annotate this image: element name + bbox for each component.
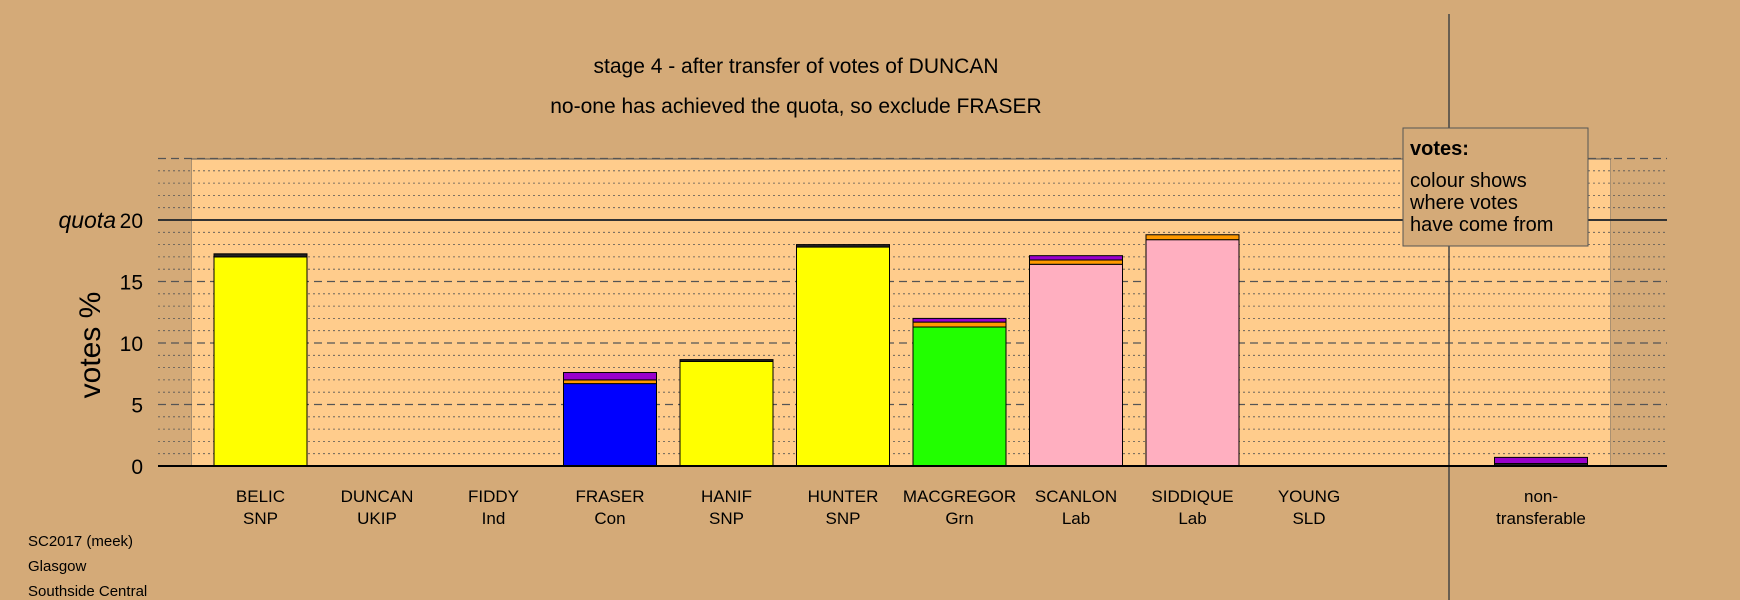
bar-segment-fraser bbox=[563, 383, 657, 467]
bar-segment-scanlon bbox=[1029, 255, 1123, 261]
bar-segment-fraser bbox=[563, 379, 657, 385]
plot-area bbox=[190, 158, 1612, 467]
category-party: Ind bbox=[482, 509, 506, 528]
chart-subtitle: no-one has achieved the quota, so exclud… bbox=[550, 95, 1041, 118]
bar-segment-belic bbox=[213, 256, 308, 467]
category-party: SNP bbox=[826, 509, 861, 528]
chart-title: stage 4 - after transfer of votes of DUN… bbox=[594, 55, 999, 78]
legend: votes: colour shows where votes have com… bbox=[1402, 127, 1589, 247]
bar-segment-macgregor bbox=[912, 326, 1007, 467]
category-name: HANIF bbox=[701, 487, 752, 506]
bar-segment-hunter bbox=[796, 246, 890, 467]
plot-right-margin bbox=[1611, 159, 1667, 466]
footer-election: SC2017 (meek) bbox=[28, 533, 133, 550]
bar-segment-siddique bbox=[1145, 234, 1240, 241]
bar-segment-hanif bbox=[679, 360, 774, 467]
bar-segment-belic bbox=[213, 253, 308, 258]
category-party: SNP bbox=[709, 509, 744, 528]
category-name: FIDDY bbox=[468, 487, 519, 506]
nontransferable-label: non- bbox=[1524, 487, 1558, 506]
category-party: Lab bbox=[1062, 509, 1090, 528]
bar-segment-scanlon bbox=[1029, 263, 1123, 467]
legend-line-1: colour shows bbox=[1410, 170, 1527, 192]
legend-line-2: where votes bbox=[1409, 192, 1518, 214]
category-party: SNP bbox=[243, 509, 278, 528]
footer-council: Glasgow bbox=[28, 558, 87, 575]
category-party: SLD bbox=[1292, 509, 1325, 528]
y-tick-label: 0 bbox=[131, 456, 143, 479]
category-name: SIDDIQUE bbox=[1151, 487, 1233, 506]
y-axis-label: votes % bbox=[74, 292, 107, 399]
footer-ward: Southside Central bbox=[28, 583, 147, 600]
legend-heading: votes: bbox=[1410, 138, 1469, 160]
bar-segment-macgregor bbox=[912, 321, 1007, 328]
category-name: SCANLON bbox=[1035, 487, 1117, 506]
y-axis-ticks: 0 5 10 15 20 bbox=[120, 210, 143, 479]
bar-segment-hanif bbox=[679, 359, 774, 362]
bar-segment-scanlon bbox=[1029, 259, 1123, 265]
category-labels: BELIC SNP DUNCAN UKIP FIDDY Ind FRASER Con HANIF… bbox=[236, 487, 1586, 528]
y-tick-label: 5 bbox=[131, 395, 143, 418]
y-tick-label: 20 bbox=[120, 210, 143, 233]
bar-segment-siddique bbox=[1145, 239, 1240, 467]
category-name: HUNTER bbox=[808, 487, 879, 506]
category-name: MACGREGOR bbox=[903, 487, 1016, 506]
bars-group bbox=[213, 234, 1588, 467]
quota-label: quota bbox=[58, 207, 116, 233]
category-name: BELIC bbox=[236, 487, 285, 506]
category-party: UKIP bbox=[357, 509, 397, 528]
bar-segment-macgregor bbox=[912, 317, 1007, 323]
bar-segment-hunter bbox=[796, 244, 890, 248]
plot-left-margin bbox=[158, 159, 191, 466]
legend-line-3: have come from bbox=[1410, 214, 1553, 236]
y-tick-label: 15 bbox=[120, 272, 143, 295]
bar-segment-fraser bbox=[563, 372, 657, 381]
bar-segment-nontransferable bbox=[1494, 456, 1588, 465]
gridlines bbox=[158, 157, 1667, 455]
category-name: FRASER bbox=[576, 487, 645, 506]
legend-box bbox=[1402, 127, 1589, 247]
category-name: DUNCAN bbox=[341, 487, 414, 506]
category-party: Con bbox=[594, 509, 625, 528]
nontransferable-label: transferable bbox=[1496, 509, 1586, 528]
category-party: Lab bbox=[1178, 509, 1206, 528]
category-party: Grn bbox=[945, 509, 973, 528]
y-tick-label: 10 bbox=[120, 333, 143, 356]
category-name: YOUNG bbox=[1278, 487, 1340, 506]
